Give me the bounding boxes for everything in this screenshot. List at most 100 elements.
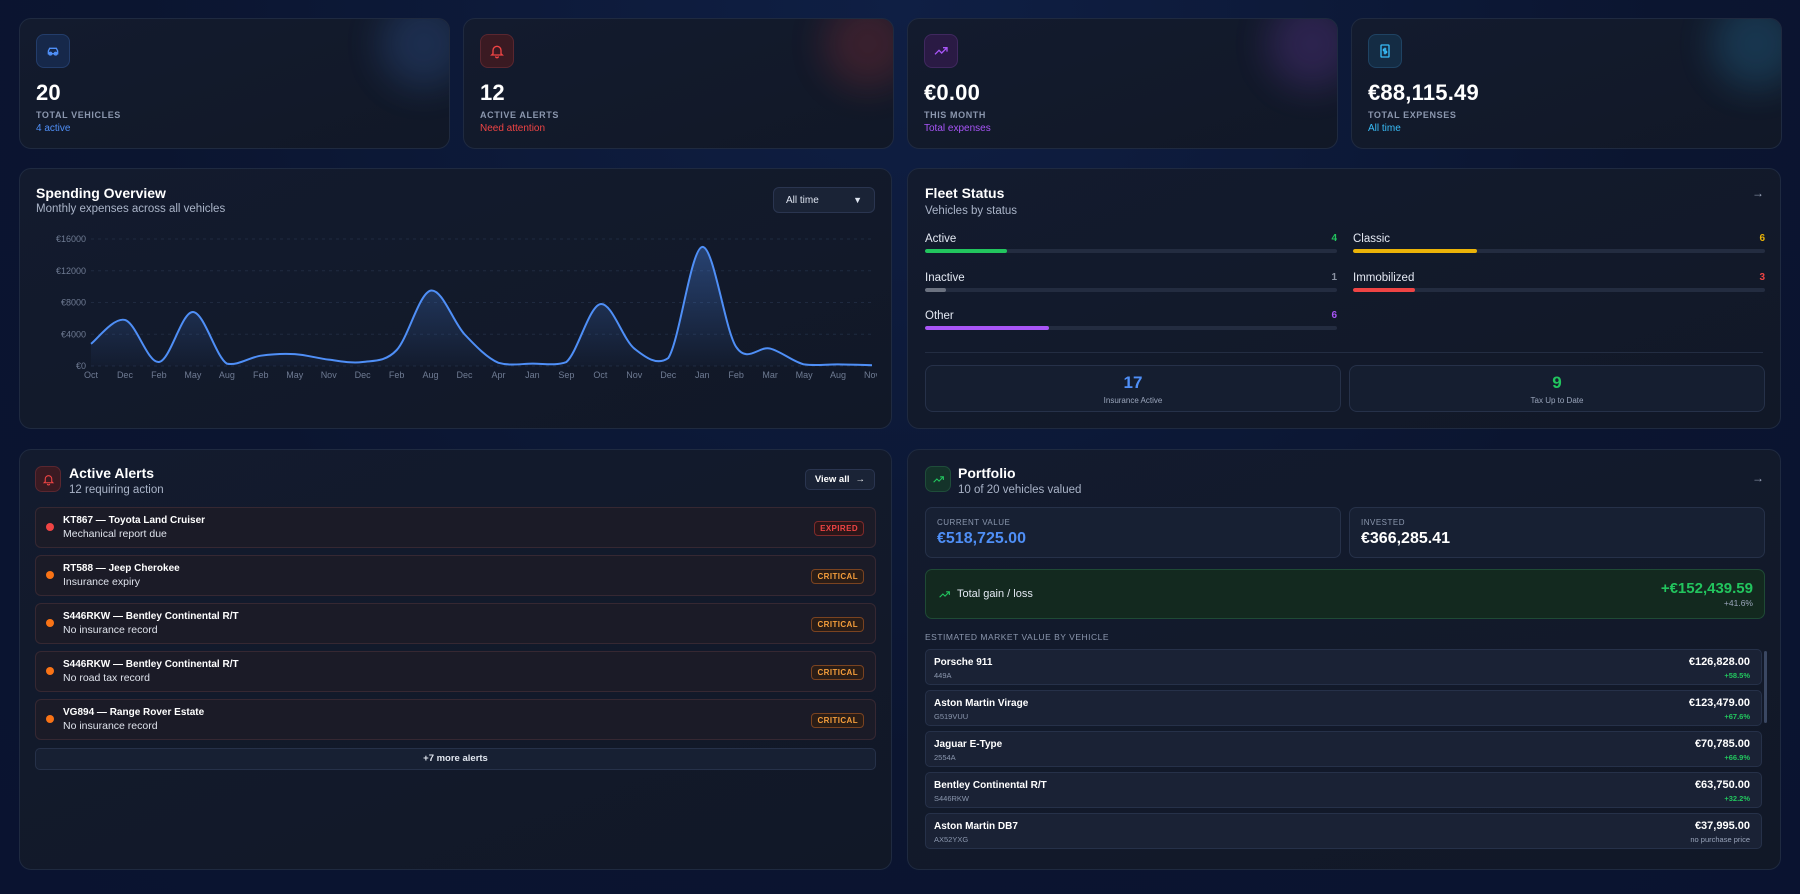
fleet-row-count: 4 [1331, 233, 1337, 244]
stat-value: 12 [480, 80, 505, 105]
vehicle-gain: +67.6% [1724, 712, 1750, 721]
active-alerts-panel: Active Alerts 12 requiring action View a… [19, 449, 892, 870]
panel-subtitle: Monthly expenses across all vehicles [36, 203, 226, 215]
stat-sub: Total expenses [924, 123, 991, 134]
current-value-label: CURRENT VALUE [937, 518, 1011, 527]
panel-subtitle: 12 requiring action [69, 484, 164, 496]
alert-item[interactable]: KT867 — Toyota Land Cruiser Mechanical r… [35, 507, 876, 548]
fleet-row-count: 3 [1759, 272, 1765, 283]
x-tick-label: Dec [457, 370, 474, 380]
alert-title: S446RKW — Bentley Continental R/T [63, 611, 239, 622]
x-tick-label: May [286, 370, 304, 380]
vehicle-row[interactable]: Aston Martin Virage G519VUU €123,479.00 … [925, 690, 1762, 726]
stat-card-expenses[interactable]: €88,115.49 TOTAL EXPENSES All time [1351, 18, 1782, 149]
x-tick-label: Jan [525, 370, 540, 380]
invested-tile: INVESTED €366,285.41 [1349, 507, 1765, 558]
fleet-row-label: Immobilized [1353, 272, 1415, 284]
scrollbar-thumb[interactable] [1764, 651, 1767, 723]
vehicle-value: €70,785.00 [1694, 738, 1750, 750]
x-tick-label: Feb [151, 370, 167, 380]
alert-item[interactable]: VG894 — Range Rover Estate No insurance … [35, 699, 876, 740]
vehicle-list-heading: ESTIMATED MARKET VALUE BY VEHICLE [925, 632, 1110, 642]
trend-up-icon [939, 591, 950, 598]
stat-label: TOTAL EXPENSES [1368, 110, 1457, 120]
status-badge: EXPIRED [814, 521, 864, 536]
stat-label: THIS MONTH [924, 110, 986, 120]
stat-card-month[interactable]: €0.00 THIS MONTH Total expenses [907, 18, 1338, 149]
x-tick-label: Sep [558, 370, 574, 380]
vehicle-value-list: Porsche 911 449A €126,828.00 +58.5% Asto… [910, 649, 1780, 859]
area-fill [91, 246, 872, 366]
x-tick-label: May [184, 370, 202, 380]
fleet-row-fill [925, 326, 1049, 330]
alert-item[interactable]: S446RKW — Bentley Continental R/T No roa… [35, 651, 876, 692]
vehicle-gain: +66.9% [1724, 753, 1750, 762]
y-tick-label: €12000 [56, 266, 86, 276]
arrow-right-icon: → [855, 474, 866, 485]
vehicle-gain: no purchase price [1690, 835, 1750, 844]
x-tick-label: Nov [321, 370, 338, 380]
vehicle-row[interactable]: Jaguar E-Type 2554A €70,785.00 +66.9% [925, 731, 1762, 767]
x-tick-label: Oct [593, 370, 608, 380]
card-glow [1267, 19, 1337, 89]
gain-loss-label: Total gain / loss [957, 588, 1033, 600]
vehicle-gain: +32.2% [1724, 794, 1750, 803]
insurance-active-label: Insurance Active [1103, 396, 1163, 405]
trend-up-icon [925, 466, 951, 492]
vehicle-row[interactable]: Aston Martin DB7 AX52YXG €37,995.00 no p… [925, 813, 1762, 849]
y-tick-label: €16000 [56, 234, 86, 244]
fleet-row-track [925, 249, 1337, 253]
tax-up-to-date-tile[interactable]: 9 Tax Up to Date [1349, 365, 1765, 412]
car-icon [36, 34, 70, 68]
alert-desc: Insurance expiry [63, 576, 141, 588]
alert-dot [46, 715, 54, 723]
vehicle-row[interactable]: Porsche 911 449A €126,828.00 +58.5% [925, 649, 1762, 685]
alert-title: VG894 — Range Rover Estate [63, 707, 205, 718]
alert-title: S446RKW — Bentley Continental R/T [63, 659, 239, 670]
x-tick-label: Aug [219, 370, 235, 380]
fleet-row-classic: Classic 6 [1353, 233, 1765, 253]
stat-card-vehicles[interactable]: 20 TOTAL VEHICLES 4 active [19, 18, 450, 149]
vehicle-plate: 2554A [934, 753, 956, 762]
arrow-right-icon[interactable]: → [1752, 186, 1764, 200]
gain-loss-banner: Total gain / loss +€152,439.59 +41.6% [925, 569, 1765, 619]
x-tick-label: Feb [389, 370, 405, 380]
alert-title: RT588 — Jeep Cherokee [63, 563, 180, 574]
bell-icon [35, 466, 61, 492]
invested-label: INVESTED [1361, 518, 1406, 527]
y-tick-label: €4000 [61, 329, 86, 339]
insurance-active-count: 17 [1123, 373, 1143, 392]
fleet-row-fill [925, 288, 946, 292]
status-badge: CRITICAL [811, 713, 864, 728]
fleet-row-other: Other 6 [925, 310, 1337, 330]
alert-item[interactable]: S446RKW — Bentley Continental R/T No ins… [35, 603, 876, 644]
stat-card-alerts[interactable]: 12 ACTIVE ALERTS Need attention [463, 18, 894, 149]
x-tick-label: Nov [864, 370, 877, 380]
arrow-right-icon[interactable]: → [1752, 471, 1764, 485]
x-tick-label: Aug [423, 370, 439, 380]
alert-desc: No insurance record [63, 720, 158, 732]
stat-value: €88,115.49 [1368, 80, 1479, 105]
current-value-amount: €518,725.00 [937, 530, 1026, 547]
fleet-row-count: 6 [1331, 310, 1337, 321]
chevron-down-icon: ▼ [853, 195, 862, 205]
vehicle-row[interactable]: Bentley Continental R/T S446RKW €63,750.… [925, 772, 1762, 808]
bell-icon [480, 34, 514, 68]
tax-up-to-date-count: 9 [1552, 373, 1562, 392]
vehicle-value: €123,479.00 [1688, 697, 1750, 709]
panel-title: Portfolio [958, 465, 1016, 481]
x-tick-label: May [796, 370, 814, 380]
insurance-active-tile[interactable]: 17 Insurance Active [925, 365, 1341, 412]
stat-sub: Need attention [480, 123, 546, 134]
x-tick-label: Nov [626, 370, 643, 380]
y-tick-label: €0 [76, 361, 86, 371]
portfolio-panel: Portfolio 10 of 20 vehicles valued → CUR… [907, 449, 1781, 870]
vehicle-value: €37,995.00 [1694, 820, 1750, 832]
view-all-button[interactable]: View all → [804, 469, 875, 490]
more-alerts-button[interactable]: +7 more alerts [35, 748, 876, 770]
alert-item[interactable]: RT588 — Jeep Cherokee Insurance expiry C… [35, 555, 876, 596]
vehicle-value: €63,750.00 [1694, 779, 1750, 791]
period-select[interactable]: All time ▼ [773, 187, 875, 213]
receipt-icon [1368, 34, 1402, 68]
gain-loss-percent: +41.6% [1723, 598, 1753, 608]
